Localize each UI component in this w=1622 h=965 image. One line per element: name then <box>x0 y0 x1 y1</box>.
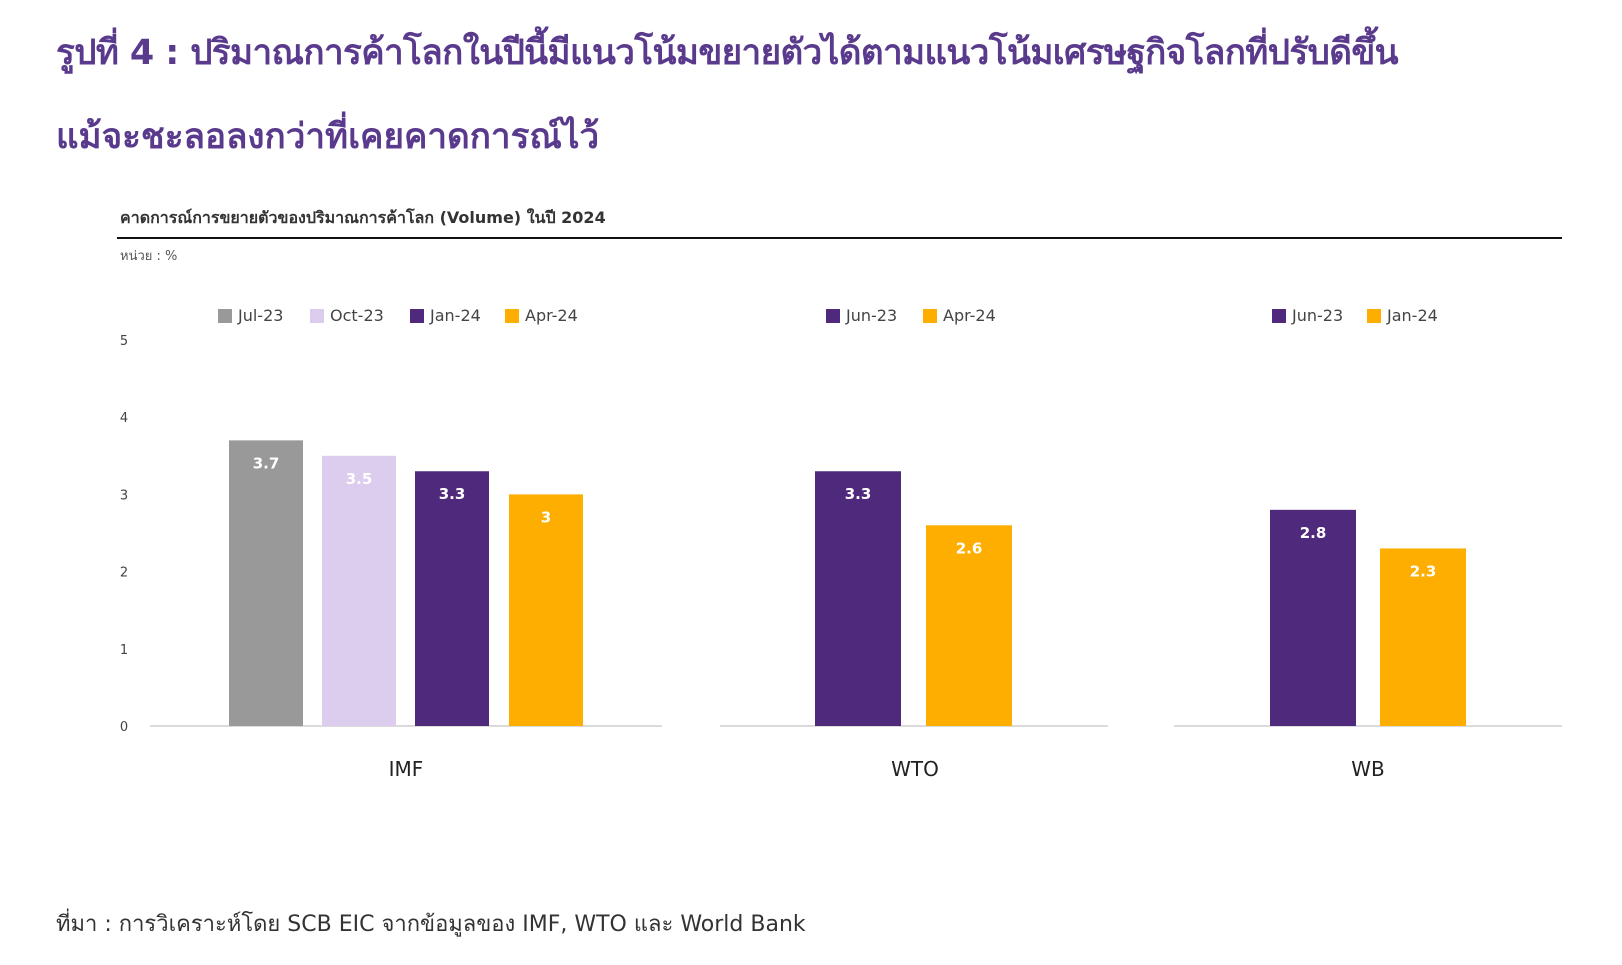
legend-label: Apr-24 <box>525 306 578 325</box>
y-tick-label: 5 <box>120 334 128 349</box>
bar-value-label: 3.3 <box>845 485 872 503</box>
group-label-imf: IMF <box>389 757 424 781</box>
bar-value-label: 3 <box>541 508 551 526</box>
bar-value-label: 2.6 <box>956 539 983 557</box>
legend-label: Oct-23 <box>330 306 384 325</box>
legend-swatch <box>826 309 840 323</box>
legend-swatch <box>1367 309 1381 323</box>
legend-swatch <box>1272 309 1286 323</box>
legend-swatch <box>923 309 937 323</box>
bar-imf-jan-24 <box>415 471 489 726</box>
unit-label: หน่วย : % <box>120 249 178 264</box>
bar-imf-oct-23 <box>322 455 396 726</box>
y-tick-label: 3 <box>120 488 128 503</box>
y-tick-label: 1 <box>120 643 128 658</box>
legend-label: Jun-23 <box>845 306 897 325</box>
bar-wto-apr-24 <box>926 525 1012 726</box>
legend-swatch <box>310 309 324 323</box>
legend-label: Jan-24 <box>1386 306 1438 325</box>
bar-imf-jul-23 <box>229 440 303 726</box>
legend-label: Jan-24 <box>429 306 481 325</box>
legend-swatch <box>218 309 232 323</box>
group-label-wb: WB <box>1351 757 1385 781</box>
source-note: ที่มา : การวิเคราะห์โดย SCB EIC จากข้อมู… <box>56 912 806 937</box>
legend-label: Jun-23 <box>1291 306 1343 325</box>
bar-value-label: 3.7 <box>253 454 280 472</box>
y-tick-label: 2 <box>120 566 128 581</box>
page-subtitle: แม้จะชะลอลงกว่าที่เคยคาดการณ์ไว้ <box>56 117 600 157</box>
bar-wto-jun-23 <box>815 471 901 726</box>
chart-title: คาดการณ์การขยายตัวของปริมาณการค้าโลก (Vo… <box>120 208 606 227</box>
y-tick-label: 0 <box>120 720 128 735</box>
bar-value-label: 2.3 <box>1410 562 1437 580</box>
legend-swatch <box>410 309 424 323</box>
group-label-wto: WTO <box>891 757 939 781</box>
bar-imf-apr-24 <box>509 494 583 726</box>
bar-wb-jan-24 <box>1380 548 1466 726</box>
page-title: รูปที่ 4 : ปริมาณการค้าโลกในปีนี้มีแนวโน… <box>56 33 1399 73</box>
legend-swatch <box>505 309 519 323</box>
bar-value-label: 3.3 <box>439 485 466 503</box>
bar-wb-jun-23 <box>1270 509 1356 726</box>
legend-label: Jul-23 <box>237 306 283 325</box>
chart-title-rule <box>117 237 1562 239</box>
legend-label: Apr-24 <box>943 306 996 325</box>
bar-value-label: 2.8 <box>1300 524 1327 542</box>
y-tick-label: 4 <box>120 411 128 426</box>
bar-value-label: 3.5 <box>346 470 373 488</box>
